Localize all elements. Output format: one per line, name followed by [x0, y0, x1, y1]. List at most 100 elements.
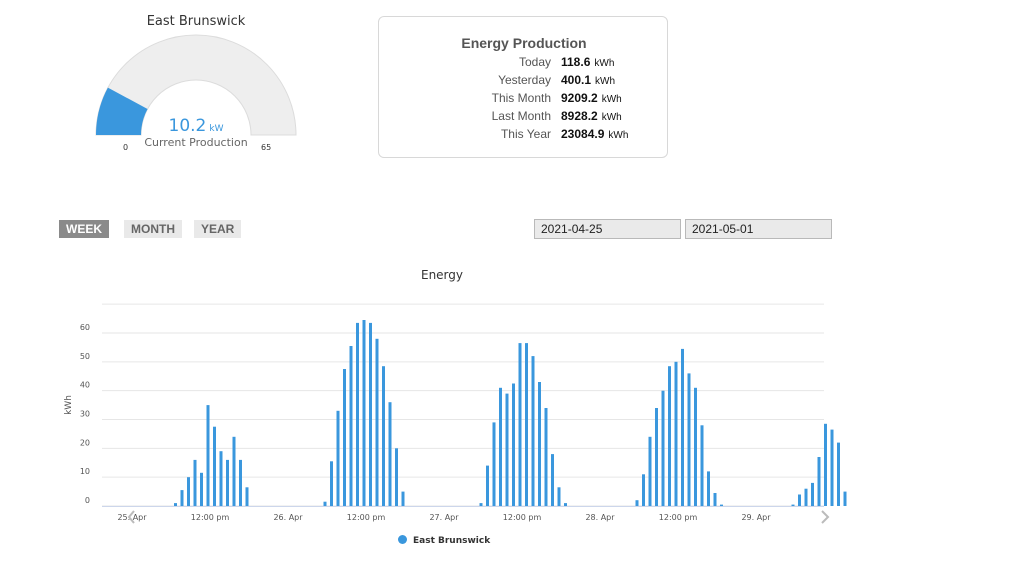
energy-bar[interactable]	[798, 494, 801, 507]
energy-bar[interactable]	[817, 457, 821, 506]
energy-bar[interactable]	[531, 356, 535, 506]
energy-bar[interactable]	[219, 451, 223, 506]
energy-bar[interactable]	[375, 338, 379, 506]
production-number: 9209.2	[561, 91, 598, 105]
x-tick-label: 27. Apr	[429, 513, 459, 522]
production-row-this-month: This Month 9209.2 kWh	[379, 91, 669, 109]
energy-bar[interactable]	[180, 490, 184, 506]
gauge-sublabel: Current Production	[144, 136, 248, 149]
energy-bar[interactable]	[843, 491, 847, 506]
energy-bar[interactable]	[232, 436, 236, 506]
x-tick-label: 12:00 pm	[659, 513, 698, 522]
energy-bar[interactable]	[486, 465, 489, 506]
y-tick-label: 30	[80, 410, 90, 419]
energy-bar[interactable]	[655, 408, 658, 506]
x-axis-ticks: 25. Apr 12:00 pm 26. Apr 12:00 pm 27. Apr 12:…	[117, 513, 771, 522]
chart-legend[interactable]: East Brunswick	[398, 535, 490, 546]
energy-bar[interactable]	[707, 471, 710, 506]
energy-bar[interactable]	[642, 474, 645, 506]
x-tick-label: 28. Apr	[585, 513, 615, 522]
x-tick-label: 12:00 pm	[347, 513, 386, 522]
energy-bar[interactable]	[668, 366, 671, 506]
energy-bar[interactable]	[323, 501, 327, 506]
week-button[interactable]: WEEK	[59, 220, 109, 238]
energy-bar[interactable]	[687, 373, 691, 506]
energy-bar[interactable]	[239, 459, 242, 506]
energy-bar[interactable]	[245, 487, 249, 506]
energy-bar[interactable]	[557, 487, 561, 506]
energy-bar[interactable]	[356, 322, 359, 506]
chevron-right-icon[interactable]	[821, 510, 830, 524]
energy-bar[interactable]	[401, 491, 405, 506]
energy-bar[interactable]	[382, 366, 385, 506]
energy-bar[interactable]	[661, 390, 665, 506]
energy-bar[interactable]	[362, 320, 366, 506]
energy-bar[interactable]	[544, 408, 548, 506]
energy-bar[interactable]	[674, 361, 678, 506]
energy-bar[interactable]	[213, 426, 216, 506]
gauge-widget: East Brunswick 10.2 kW Current Production…	[88, 8, 308, 158]
energy-bar[interactable]	[343, 369, 346, 506]
energy-bar[interactable]	[681, 348, 684, 506]
production-number: 400.1	[561, 73, 592, 87]
energy-production-title: Energy Production	[461, 35, 587, 51]
production-row-last-month: Last Month 8928.2 kWh	[379, 109, 669, 127]
energy-bar[interactable]	[538, 382, 541, 506]
energy-bar[interactable]	[330, 461, 333, 506]
production-unit: kWh	[595, 76, 616, 87]
energy-bar[interactable]	[505, 393, 509, 506]
energy-bar[interactable]	[694, 387, 697, 506]
energy-bar[interactable]	[564, 503, 567, 506]
y-tick-label: 50	[80, 352, 90, 361]
energy-bar[interactable]	[648, 436, 652, 506]
x-tick-label: 29. Apr	[741, 513, 771, 522]
energy-bar[interactable]	[804, 488, 808, 506]
energy-bar[interactable]	[200, 472, 203, 506]
energy-bar[interactable]	[720, 504, 723, 506]
energy-bar[interactable]	[369, 322, 372, 506]
y-tick-label: 0	[85, 496, 90, 505]
energy-bar[interactable]	[713, 493, 717, 506]
x-tick-label: 12:00 pm	[191, 513, 230, 522]
y-tick-label: 10	[80, 467, 90, 476]
energy-bar[interactable]	[388, 402, 392, 506]
energy-bar[interactable]	[499, 387, 502, 506]
energy-bar[interactable]	[700, 425, 704, 506]
energy-bar[interactable]	[193, 459, 197, 506]
energy-bar[interactable]	[824, 423, 827, 506]
production-label: This Year	[500, 127, 551, 141]
energy-bar[interactable]	[492, 422, 496, 506]
energy-bar[interactable]	[336, 410, 340, 506]
energy-bar[interactable]	[479, 503, 483, 506]
energy-bar[interactable]	[811, 482, 814, 506]
energy-bar[interactable]	[226, 459, 229, 506]
gauge-dial	[95, 34, 297, 136]
year-button[interactable]: YEAR	[194, 220, 242, 238]
current-production-value: 10.2 kW	[88, 116, 304, 136]
energy-bar[interactable]	[791, 504, 795, 506]
energy-bar[interactable]	[551, 454, 554, 506]
production-value: 9209.2 kWh	[561, 91, 622, 105]
energy-bar[interactable]	[525, 343, 528, 506]
energy-bar[interactable]	[635, 500, 639, 506]
start-date-input[interactable]	[534, 219, 681, 239]
production-label: This Month	[491, 91, 551, 105]
y-axis-label: kWh	[64, 395, 74, 415]
month-button[interactable]: MONTH	[124, 220, 182, 238]
y-axis-ticks: 0 10 20 30 40 50 60	[80, 323, 90, 505]
energy-bar[interactable]	[174, 503, 177, 506]
energy-bar[interactable]	[187, 477, 190, 506]
production-number: 8928.2	[561, 109, 598, 123]
energy-bar[interactable]	[395, 448, 398, 506]
production-unit: kWh	[594, 58, 615, 69]
chevron-left-icon[interactable]	[127, 510, 135, 524]
energy-bar[interactable]	[830, 429, 834, 506]
end-date-input[interactable]	[685, 219, 832, 239]
energy-bar[interactable]	[837, 442, 840, 506]
energy-bar[interactable]	[518, 343, 522, 506]
production-number: 23084.9	[561, 127, 605, 141]
energy-bar[interactable]	[512, 383, 515, 507]
energy-bar[interactable]	[349, 346, 353, 506]
chart-grid	[102, 303, 824, 507]
energy-bar[interactable]	[206, 405, 210, 506]
